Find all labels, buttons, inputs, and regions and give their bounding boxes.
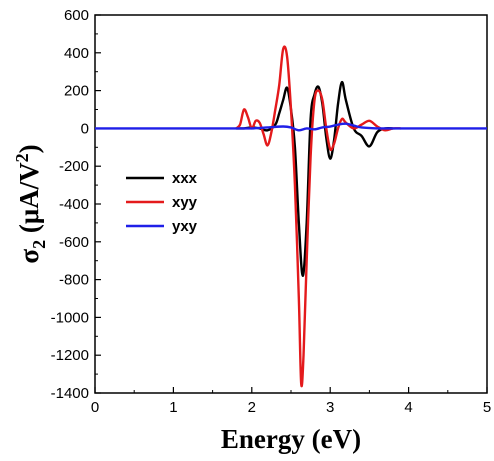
y-tick-label: 400 [64,45,89,62]
y-tick-label: -400 [59,196,89,213]
x-tick-label: 1 [169,399,177,416]
x-axis-title: Energy (eV) [221,424,361,454]
legend-label-yxy: yxy [172,218,198,235]
series-line-yxy [94,122,487,132]
x-tick-label: 4 [404,399,412,416]
y-tick-label: -1000 [51,309,89,326]
y-axis-title: σ2 (μA/V2) [12,144,49,263]
y-tick-label: -600 [59,234,89,251]
y-axis-title-sub: 2 [29,240,49,249]
x-axis-ticks: 0 1 2 3 4 5 [91,387,491,416]
series-line-xyy [235,45,401,388]
y-tick-label: -1200 [51,347,89,364]
y-tick-label: 600 [64,7,89,24]
y-axis-title-close: ) [14,144,44,153]
y-axis-ticks: -1400 -1200 -1000 -800 -600 -400 -200 0 200 400 60… [51,7,101,402]
x-tick-label: 3 [326,399,334,416]
y-tick-label: 200 [64,83,89,100]
y-axis-title-sup: 2 [12,153,32,162]
legend-label-xxx: xxx [172,170,198,187]
x-tick-label: 2 [248,399,256,416]
y-tick-label: -200 [59,158,89,175]
x-tick-label: 0 [91,399,99,416]
y-tick-label: 0 [81,120,89,137]
legend-label-xyy: xyy [172,194,198,211]
y-tick-label: -1400 [51,385,89,402]
plot-frame [94,14,488,394]
y-axis-title-units: (μA/V [14,162,44,240]
x-tick-label: 5 [483,399,491,416]
y-axis-title-sigma: σ [14,249,44,264]
legend: xxx xyy yxy [126,170,198,235]
y-tick-label: -800 [59,272,89,289]
series-lines [94,45,487,388]
